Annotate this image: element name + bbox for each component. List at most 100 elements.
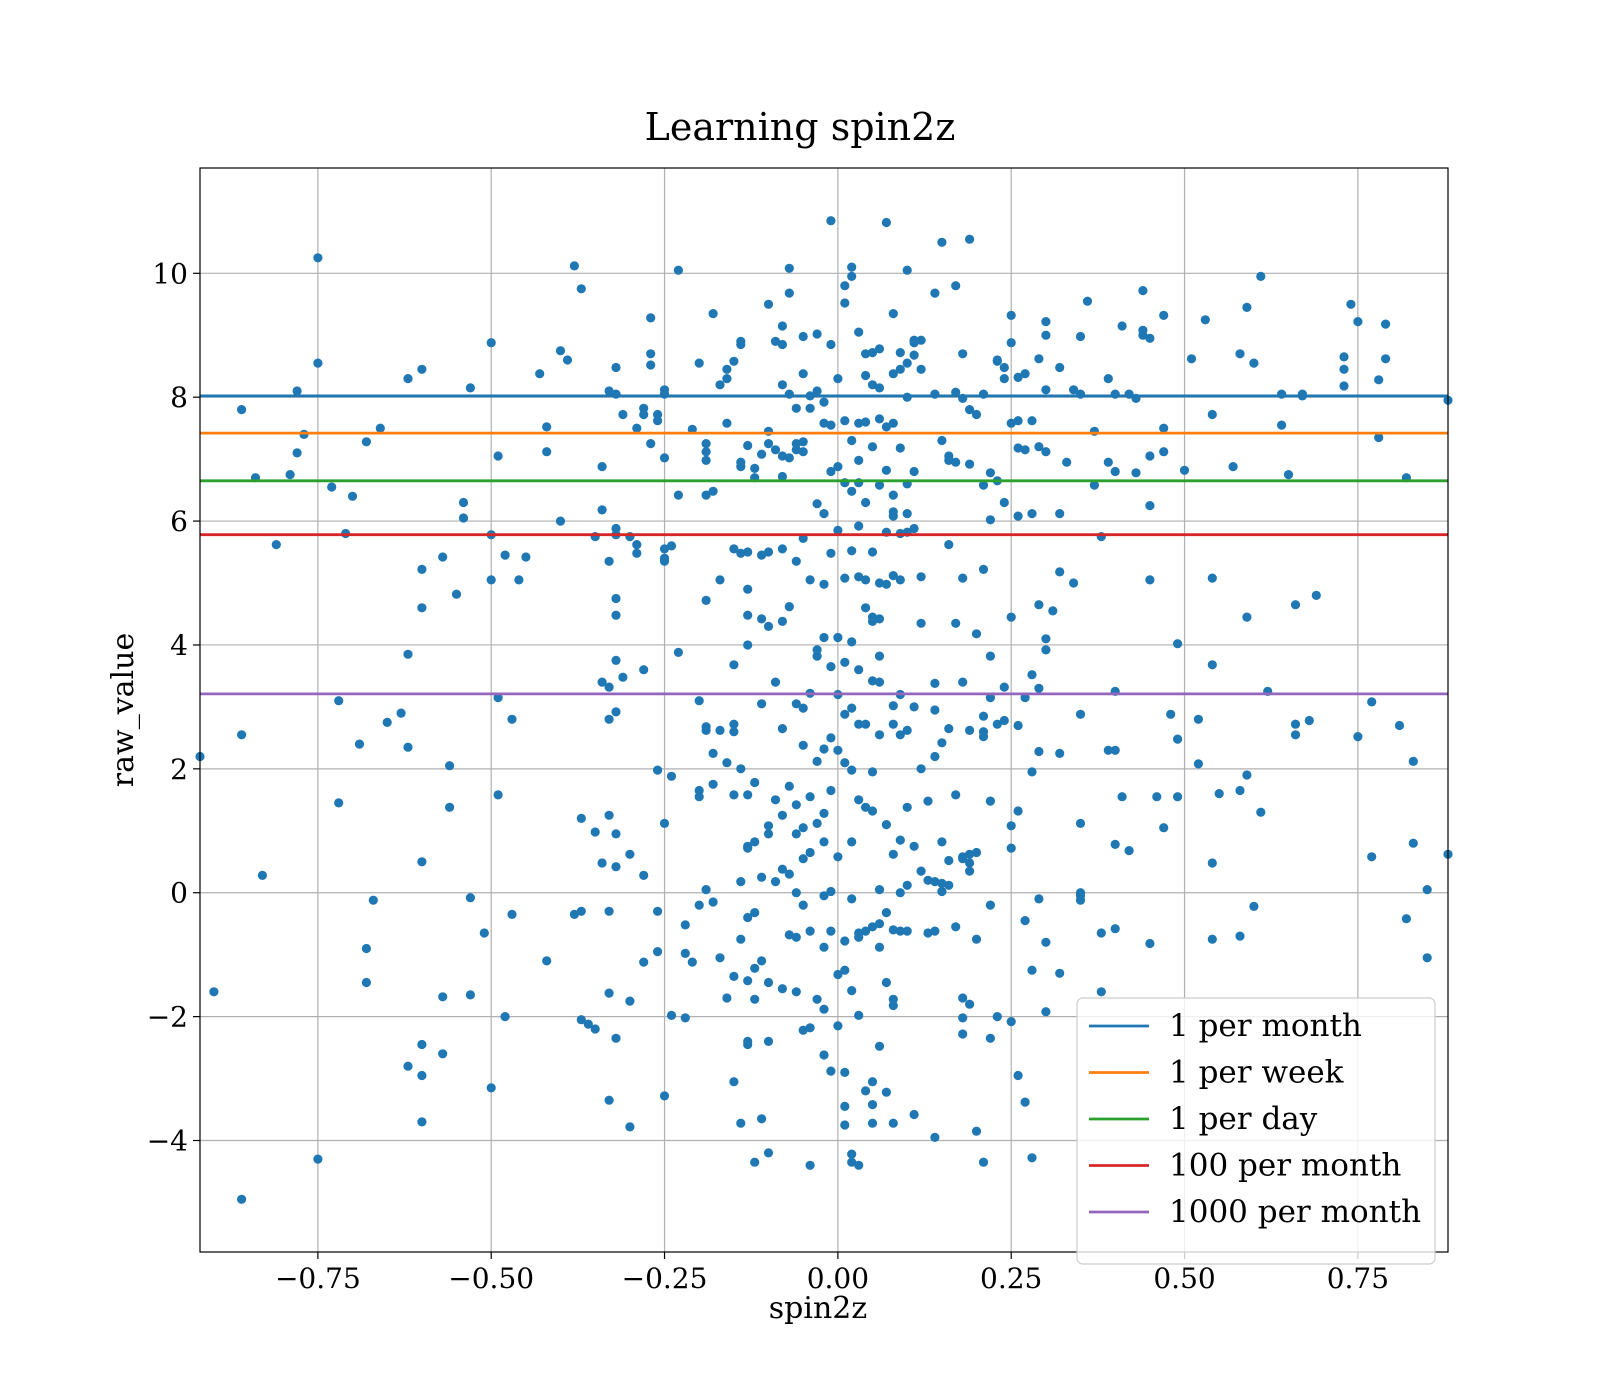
data-point [798, 703, 808, 713]
data-point [777, 544, 788, 554]
data-point [971, 409, 982, 420]
data-point [965, 849, 975, 859]
data-point [653, 765, 663, 775]
data-point [1006, 338, 1016, 348]
y-tick-label: −4 [147, 1125, 188, 1158]
data-point [757, 1114, 767, 1124]
data-point [895, 926, 905, 936]
data-point [840, 416, 850, 426]
data-point [888, 1118, 898, 1128]
data-point [847, 546, 857, 556]
data-point [569, 261, 580, 271]
data-point [777, 724, 788, 734]
data-point [604, 810, 614, 820]
data-point [895, 364, 905, 374]
data-point [673, 647, 684, 658]
data-point [763, 1148, 774, 1158]
data-point [805, 847, 815, 858]
data-point [313, 1154, 323, 1164]
data-point [1346, 299, 1356, 309]
data-point [1117, 321, 1127, 331]
data-point [819, 744, 829, 754]
y-tick-label: 4 [170, 629, 188, 662]
data-point [729, 1077, 739, 1087]
data-point [978, 732, 989, 742]
data-point [854, 1160, 864, 1170]
data-point [833, 374, 843, 384]
data-point [819, 632, 829, 643]
data-point [1034, 746, 1044, 757]
data-point [965, 866, 975, 876]
data-point [604, 988, 614, 998]
data-point [285, 470, 295, 480]
data-point [951, 790, 961, 800]
data-point [438, 552, 448, 562]
data-point [937, 878, 947, 889]
data-point [1138, 286, 1148, 296]
y-tick-label: 2 [170, 753, 188, 786]
data-point [791, 699, 801, 709]
data-point [978, 1157, 989, 1167]
data-point [854, 418, 864, 428]
data-point [1242, 302, 1252, 312]
data-point [743, 976, 753, 986]
data-point [1339, 352, 1349, 362]
data-point [847, 486, 857, 496]
x-tick-label: −0.50 [448, 1262, 534, 1295]
data-point [659, 818, 670, 829]
data-point [861, 497, 871, 508]
data-point [465, 383, 475, 393]
data-point [680, 920, 690, 930]
data-point [493, 693, 503, 703]
data-point [930, 678, 940, 689]
data-point [1339, 364, 1349, 374]
data-point [729, 790, 739, 800]
data-point [1381, 354, 1391, 364]
data-point [646, 439, 656, 449]
data-point [909, 841, 919, 851]
data-point [542, 447, 552, 457]
data-point [611, 829, 621, 839]
data-point [930, 288, 940, 298]
data-point [576, 906, 586, 916]
data-point [458, 497, 469, 508]
data-point [576, 813, 586, 824]
data-point [1408, 756, 1418, 767]
data-point [916, 866, 926, 876]
data-point [569, 909, 580, 920]
data-point [909, 338, 919, 348]
data-point [985, 693, 996, 703]
data-point [958, 993, 968, 1003]
data-point [985, 900, 996, 910]
data-point [985, 1033, 996, 1043]
data-point [784, 288, 794, 298]
data-point [847, 271, 857, 281]
data-point [1034, 600, 1044, 610]
data-point [1159, 423, 1169, 433]
data-point [604, 714, 614, 724]
data-point [576, 284, 586, 294]
data-point [611, 610, 621, 620]
data-point [750, 837, 760, 847]
data-point [1110, 924, 1120, 934]
data-point [1290, 730, 1301, 740]
data-point [763, 299, 774, 309]
data-point [639, 957, 649, 967]
data-point [1020, 369, 1030, 379]
data-point [396, 708, 406, 718]
data-point [861, 370, 871, 381]
data-point [791, 556, 801, 566]
data-point [1394, 720, 1405, 731]
data-point [1193, 714, 1203, 724]
data-point [833, 632, 843, 643]
data-point [958, 1029, 968, 1039]
data-point [888, 418, 898, 428]
data-point [597, 858, 607, 868]
data-point [611, 707, 621, 717]
data-point [1124, 846, 1134, 856]
reference-lines [200, 394, 1448, 696]
data-point [1283, 470, 1294, 480]
data-point [833, 462, 843, 472]
data-point [715, 953, 725, 963]
data-point [403, 649, 413, 659]
